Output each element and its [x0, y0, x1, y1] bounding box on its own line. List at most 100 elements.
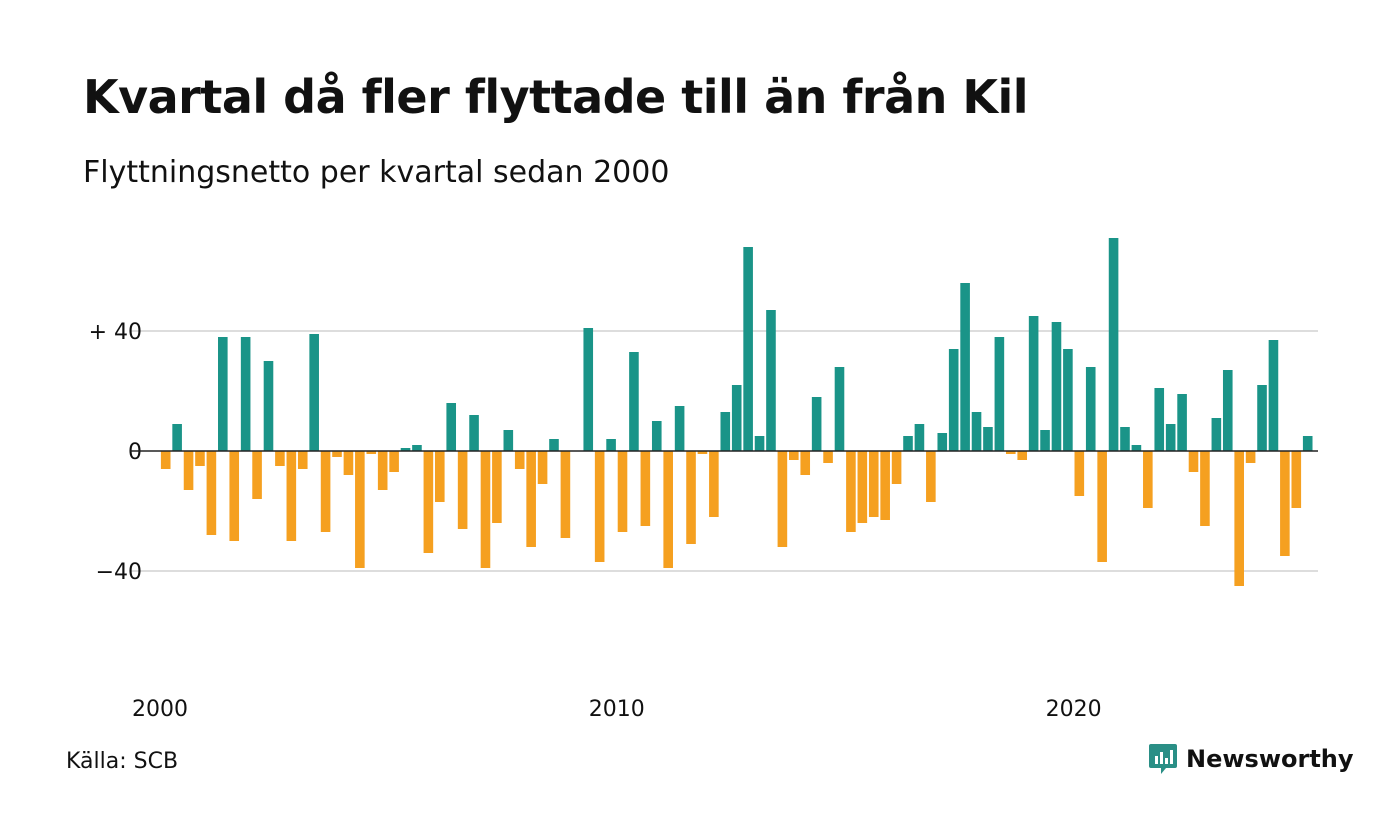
bar — [1200, 451, 1210, 526]
bar — [160, 451, 171, 469]
bar — [1302, 436, 1313, 451]
bar — [926, 451, 936, 502]
bar — [1257, 385, 1267, 451]
brand-name: Newsworthy — [1186, 745, 1354, 773]
bar — [1291, 451, 1302, 508]
bar — [1154, 388, 1165, 451]
bar — [263, 361, 274, 451]
x-tick-label: 2000 — [132, 697, 188, 722]
bar — [823, 451, 833, 463]
bar — [1234, 451, 1244, 586]
bar — [1165, 424, 1176, 451]
bar — [743, 247, 753, 451]
bar — [663, 451, 673, 568]
bar — [240, 337, 251, 451]
bar — [446, 403, 457, 451]
bar — [857, 451, 868, 523]
bar — [434, 451, 445, 502]
bar — [903, 436, 913, 451]
bar — [640, 451, 651, 526]
bar — [526, 451, 536, 547]
bar — [423, 451, 434, 553]
bar — [503, 430, 514, 451]
bar — [1085, 367, 1096, 451]
bar — [389, 451, 399, 472]
bar — [1188, 451, 1199, 472]
bar — [469, 415, 479, 451]
gridlines — [130, 330, 1318, 572]
bar — [651, 421, 662, 451]
bar — [206, 451, 217, 535]
newsworthy-logo-icon — [1149, 744, 1177, 774]
bar — [606, 439, 616, 451]
bar — [1222, 370, 1233, 451]
bar — [1177, 394, 1187, 451]
bar — [309, 334, 319, 451]
bar — [218, 337, 228, 451]
bar — [811, 397, 822, 451]
bar — [492, 451, 502, 523]
bar — [1108, 238, 1119, 451]
bar — [709, 451, 719, 517]
bar — [686, 451, 696, 544]
bar — [1063, 349, 1073, 451]
bar — [800, 451, 811, 475]
bar — [412, 445, 422, 451]
bar — [754, 436, 765, 451]
bar — [960, 283, 970, 451]
source-note: Källa: SCB — [66, 749, 179, 774]
bar — [1268, 340, 1279, 451]
bar — [1280, 451, 1290, 556]
bar — [537, 451, 548, 484]
bar — [948, 349, 959, 451]
bar — [275, 451, 285, 466]
bar — [1005, 451, 1016, 454]
bar — [366, 451, 377, 454]
x-tick-label: 2010 — [589, 697, 645, 722]
bar — [195, 451, 205, 466]
bar — [1051, 322, 1062, 451]
bar — [1040, 430, 1050, 451]
bar — [629, 352, 639, 451]
bar — [1017, 451, 1028, 460]
bar — [1097, 451, 1107, 562]
bar — [297, 451, 308, 469]
bar — [880, 451, 890, 520]
y-tick-label: −40 — [96, 560, 142, 585]
bar — [1074, 451, 1085, 496]
bar — [377, 451, 388, 490]
bar — [457, 451, 468, 529]
bar — [332, 451, 342, 457]
chart-title: Kvartal då fler flyttade till än från Ki… — [83, 70, 1029, 124]
y-tick-label: + 40 — [89, 320, 142, 345]
bar — [983, 427, 993, 451]
bar — [183, 451, 194, 490]
bar — [400, 448, 411, 451]
bar — [343, 451, 354, 475]
bar — [549, 439, 559, 451]
bar — [937, 433, 948, 451]
bar — [1028, 316, 1039, 451]
bar — [697, 451, 708, 454]
axis-labels: + 40 0 −40 2000 2010 2020 — [89, 320, 1102, 722]
bar — [617, 451, 628, 532]
bar — [834, 367, 845, 451]
bars — [160, 238, 1313, 586]
bar — [1143, 451, 1153, 508]
bar — [320, 451, 331, 532]
bar — [846, 451, 856, 532]
chart-subtitle: Flyttningsnetto per kvartal sedan 2000 — [83, 155, 670, 190]
bar — [777, 451, 788, 547]
bar — [560, 451, 571, 538]
bar — [789, 451, 799, 460]
bar — [583, 328, 594, 451]
bar — [971, 412, 982, 451]
bar — [252, 451, 262, 499]
bar — [731, 385, 742, 451]
bar — [355, 451, 365, 568]
y-tick-label: 0 — [128, 440, 142, 465]
bar — [720, 412, 731, 451]
bar — [891, 451, 902, 484]
bar — [868, 451, 879, 517]
